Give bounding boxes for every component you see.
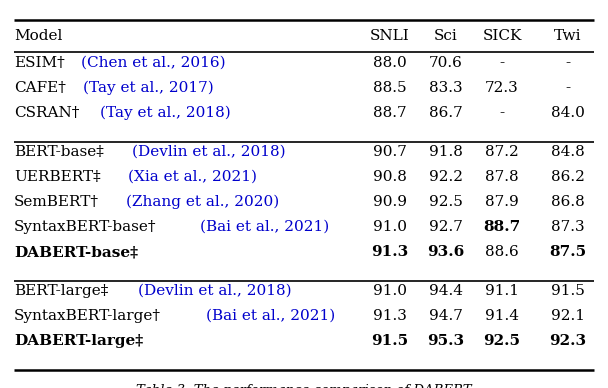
Text: UERBERT‡: UERBERT‡	[14, 170, 101, 184]
Text: 88.0: 88.0	[373, 56, 407, 70]
Text: 94.7: 94.7	[429, 309, 463, 323]
Text: 88.6: 88.6	[485, 245, 519, 259]
Text: 70.6: 70.6	[429, 56, 463, 70]
Text: (Tay et al., 2017): (Tay et al., 2017)	[83, 81, 213, 95]
Text: (Devlin et al., 2018): (Devlin et al., 2018)	[132, 145, 285, 159]
Text: Sci: Sci	[434, 29, 458, 43]
Text: 91.1: 91.1	[485, 284, 519, 298]
Text: -: -	[499, 56, 505, 70]
Text: 84.8: 84.8	[551, 145, 585, 159]
Text: SyntaxBERT-base†: SyntaxBERT-base†	[14, 220, 156, 234]
Text: SICK: SICK	[482, 29, 522, 43]
Text: Table 3: The performance comparison of DABERT: Table 3: The performance comparison of D…	[136, 384, 472, 388]
Text: BERT-base‡: BERT-base‡	[14, 145, 104, 159]
Text: 90.8: 90.8	[373, 170, 407, 184]
Text: BERT-large‡: BERT-large‡	[14, 284, 108, 298]
Text: (Tay et al., 2018): (Tay et al., 2018)	[100, 106, 231, 120]
Text: 95.3: 95.3	[427, 334, 465, 348]
Text: 92.5: 92.5	[429, 195, 463, 209]
Text: CAFE†: CAFE†	[14, 81, 66, 95]
Text: SemBERT†: SemBERT†	[14, 195, 99, 209]
Text: -: -	[499, 106, 505, 120]
Text: 92.1: 92.1	[551, 309, 585, 323]
Text: 88.7: 88.7	[373, 106, 407, 120]
Text: 91.3: 91.3	[373, 309, 407, 323]
Text: 84.0: 84.0	[551, 106, 585, 120]
Text: 93.6: 93.6	[427, 245, 465, 259]
Text: 91.4: 91.4	[485, 309, 519, 323]
Text: 88.7: 88.7	[483, 220, 520, 234]
Text: Model: Model	[14, 29, 63, 43]
Text: 87.9: 87.9	[485, 195, 519, 209]
Text: 86.2: 86.2	[551, 170, 585, 184]
Text: 90.9: 90.9	[373, 195, 407, 209]
Text: (Bai et al., 2021): (Bai et al., 2021)	[206, 309, 335, 323]
Text: DABERT-large‡: DABERT-large‡	[14, 334, 143, 348]
Text: 91.5: 91.5	[371, 334, 409, 348]
Text: 88.5: 88.5	[373, 81, 407, 95]
Text: (Bai et al., 2021): (Bai et al., 2021)	[200, 220, 329, 234]
Text: 87.3: 87.3	[551, 220, 585, 234]
Text: (Zhang et al., 2020): (Zhang et al., 2020)	[126, 195, 279, 209]
Text: 91.3: 91.3	[371, 245, 409, 259]
Text: SNLI: SNLI	[370, 29, 410, 43]
Text: 87.8: 87.8	[485, 170, 519, 184]
Text: 91.0: 91.0	[373, 284, 407, 298]
Text: 72.3: 72.3	[485, 81, 519, 95]
Text: 92.5: 92.5	[483, 334, 520, 348]
Text: 91.8: 91.8	[429, 145, 463, 159]
Text: 86.7: 86.7	[429, 106, 463, 120]
Text: Twi: Twi	[554, 29, 582, 43]
Text: 86.8: 86.8	[551, 195, 585, 209]
Text: (Devlin et al., 2018): (Devlin et al., 2018)	[137, 284, 291, 298]
Text: -: -	[565, 81, 570, 95]
Text: ESIM†: ESIM†	[14, 56, 64, 70]
Text: 87.2: 87.2	[485, 145, 519, 159]
Text: 91.5: 91.5	[551, 284, 585, 298]
Text: 92.7: 92.7	[429, 220, 463, 234]
Text: 87.5: 87.5	[550, 245, 587, 259]
Text: DABERT-base‡: DABERT-base‡	[14, 245, 138, 259]
Text: 92.2: 92.2	[429, 170, 463, 184]
Text: CSRAN†: CSRAN†	[14, 106, 80, 120]
Text: 92.3: 92.3	[550, 334, 587, 348]
Text: SyntaxBERT-large†: SyntaxBERT-large†	[14, 309, 161, 323]
Text: 90.7: 90.7	[373, 145, 407, 159]
Text: (Chen et al., 2016): (Chen et al., 2016)	[81, 56, 226, 70]
Text: 91.0: 91.0	[373, 220, 407, 234]
Text: 94.4: 94.4	[429, 284, 463, 298]
Text: -: -	[565, 56, 570, 70]
Text: (Xia et al., 2021): (Xia et al., 2021)	[128, 170, 257, 184]
Text: 83.3: 83.3	[429, 81, 463, 95]
